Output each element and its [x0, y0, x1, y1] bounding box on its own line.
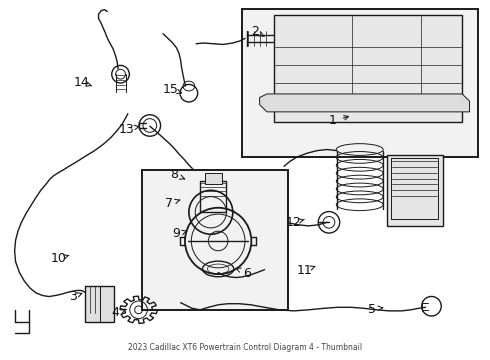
Text: 5: 5 — [368, 303, 376, 316]
Text: 8: 8 — [170, 168, 178, 181]
Text: 12: 12 — [286, 216, 302, 229]
Polygon shape — [260, 94, 469, 112]
Text: 2023 Cadillac XT6 Powertrain Control Diagram 4 - Thumbnail: 2023 Cadillac XT6 Powertrain Control Dia… — [128, 343, 362, 352]
Bar — [274, 15, 462, 122]
Bar — [242, 9, 478, 157]
Text: 11: 11 — [296, 264, 313, 277]
Text: 3: 3 — [69, 290, 77, 303]
Bar — [205, 173, 222, 184]
Text: 10: 10 — [50, 252, 67, 265]
Text: 15: 15 — [163, 83, 179, 96]
Text: 4: 4 — [112, 306, 120, 319]
Text: 9: 9 — [173, 227, 181, 240]
Text: 7: 7 — [165, 197, 173, 210]
Bar — [392, 158, 438, 220]
Bar — [85, 286, 99, 323]
Text: 6: 6 — [244, 267, 251, 280]
Text: 13: 13 — [119, 122, 135, 136]
Bar — [85, 286, 114, 323]
Text: 2: 2 — [251, 25, 259, 38]
Bar — [143, 170, 288, 310]
Text: 14: 14 — [74, 76, 89, 89]
Bar — [200, 181, 226, 212]
Text: 1: 1 — [329, 114, 337, 127]
Bar — [387, 155, 442, 226]
